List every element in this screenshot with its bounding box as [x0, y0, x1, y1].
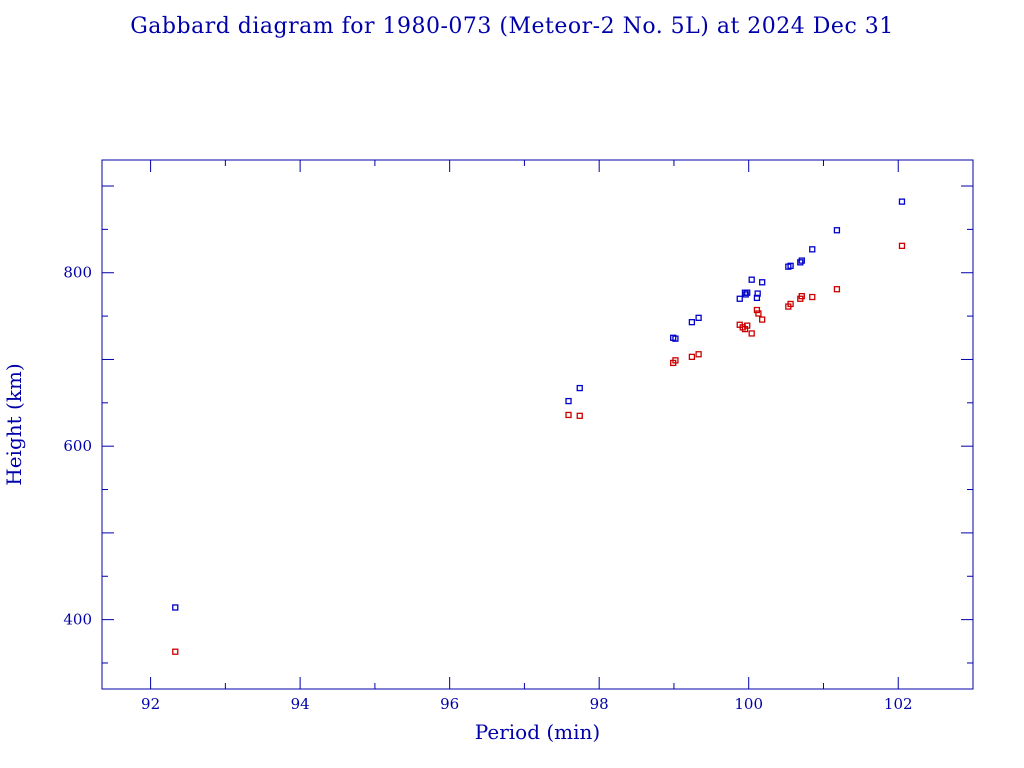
- x-tick-label: 96: [440, 695, 459, 713]
- apogee-point: [754, 290, 761, 297]
- apogee-point: [742, 291, 749, 298]
- apogee-point: [744, 289, 751, 296]
- apogee-point: [759, 279, 766, 286]
- apogee-point: [787, 262, 794, 269]
- apogee-point: [809, 246, 816, 253]
- perigee-point: [565, 411, 572, 419]
- perigee-point: [809, 293, 816, 301]
- perigee-point: [576, 412, 583, 419]
- perigee-point: [172, 648, 179, 655]
- perigee-point: [695, 351, 702, 358]
- y-tick-label: 800: [63, 264, 92, 282]
- tick-labels: 92 94 96 98 100 102 400 600 800: [63, 264, 912, 713]
- y-tick-label: 400: [63, 611, 92, 629]
- x-tick-label: 100: [734, 695, 763, 713]
- x-tick-label: 94: [291, 695, 310, 713]
- perigee-point: [755, 310, 762, 317]
- perigee-point: [753, 306, 761, 314]
- perigee-point: [744, 322, 751, 329]
- apogee-point: [576, 384, 583, 392]
- apogee-point: [833, 227, 841, 234]
- apogee-point: [898, 198, 906, 205]
- x-tick-label: 102: [884, 695, 913, 713]
- plot-frame: [101, 159, 974, 690]
- apogee-point: [736, 295, 743, 302]
- apogee-point: [695, 314, 702, 321]
- x-axis-label: Period (min): [475, 720, 600, 744]
- apogee-point: [172, 604, 179, 611]
- perigee-point: [759, 316, 766, 323]
- y-axis-label: Height (km): [2, 363, 26, 485]
- perigee-point: [798, 293, 805, 300]
- apogee-point: [748, 276, 755, 283]
- perigee-point: [787, 300, 794, 308]
- apogee-point: [753, 294, 761, 302]
- x-tick-label: 92: [141, 695, 160, 713]
- perigee-point: [833, 286, 841, 293]
- perigee-point: [898, 242, 906, 250]
- axis-ticks: [102, 160, 974, 689]
- perigee-point: [748, 330, 755, 337]
- apogee-point: [797, 259, 804, 266]
- data-points: [172, 198, 906, 655]
- apogee-point: [672, 335, 679, 342]
- apogee-point: [688, 319, 696, 326]
- apogee-point: [798, 257, 805, 264]
- perigee-point: [672, 357, 679, 364]
- chart-title: Gabbard diagram for 1980-073 (Meteor-2 N…: [130, 14, 894, 39]
- y-tick-label: 600: [63, 437, 92, 455]
- apogee-point: [565, 397, 572, 405]
- perigee-point: [688, 353, 696, 361]
- x-tick-label: 98: [590, 695, 609, 713]
